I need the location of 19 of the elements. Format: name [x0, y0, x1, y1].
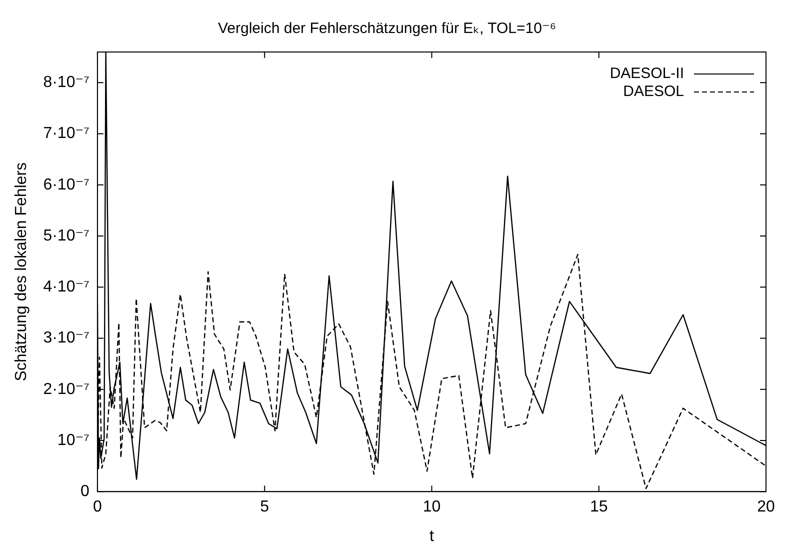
x-tick-label: 0 — [93, 498, 102, 516]
y-tick-label: 3·10⁻⁷ — [43, 330, 90, 347]
legend-label: DAESOL-II — [610, 65, 684, 82]
x-tick-label: 10 — [422, 498, 441, 516]
x-axis-title: t — [430, 528, 434, 545]
x-tick-label: 5 — [260, 498, 270, 516]
y-tick-label: 6·10⁻⁷ — [43, 176, 90, 194]
chart-title: Vergleich der Fehlerschätzungen für Eₖ, TOL=10⁻⁶ — [218, 20, 556, 38]
x-tick-label: 20 — [757, 498, 775, 516]
y-tick-label: 4·10⁻⁷ — [43, 278, 90, 296]
y-tick-label: 8·10⁻⁷ — [43, 74, 90, 92]
y-tick-label: 10⁻⁷ — [57, 432, 90, 449]
y-tick-label: 5·10⁻⁷ — [43, 227, 90, 244]
x-tick-label: 15 — [590, 498, 608, 516]
y-axis-title: Schätzung des lokalen Fehlers — [13, 162, 30, 382]
y-tick-label: 7·10⁻⁷ — [43, 125, 90, 142]
y-tick-label: 0 — [80, 483, 90, 500]
y-tick-label: 2·10⁻⁷ — [43, 380, 90, 398]
legend-label: DAESOL — [623, 83, 684, 100]
